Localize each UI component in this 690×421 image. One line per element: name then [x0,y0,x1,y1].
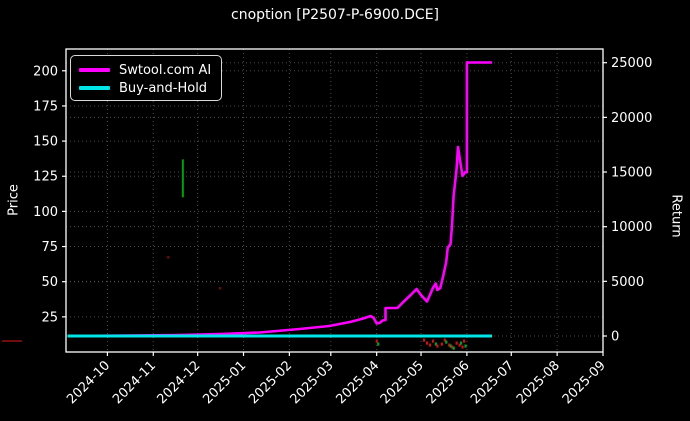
trade-mark-red [448,343,451,347]
legend-item-strategy: Swtool.com AI [79,61,213,79]
x-tick-label: 2024-10 [64,358,113,407]
x-tick-label: 2025-06 [424,358,473,407]
trade-mark-green [452,346,455,350]
x-tick-label: 2025-01 [200,358,249,407]
x-tick-label: 2025-05 [378,358,427,407]
trade-mark-green [449,344,452,348]
right-tick-label: 25000 [611,56,652,71]
trade-mark-red [428,343,432,347]
legend-label-strategy: Swtool.com AI [119,62,212,78]
trade-mark-green [445,340,448,344]
right-tick-label: 5000 [611,275,644,290]
legend-item-buyhold: Buy-and-Hold [79,79,213,97]
trade-mark-red [461,345,464,349]
buyhold-line-swatch [79,86,110,90]
right-tick-label: 10000 [611,220,652,235]
left-tick-label: 125 [33,170,58,185]
x-tick-label: 2025-07 [468,358,517,407]
right-tick-label: 15000 [611,166,652,181]
trade-mark-red [423,338,426,342]
x-tick-label: 2025-03 [288,358,337,407]
trade-mark-red [425,341,429,345]
x-tick-label: 2024-11 [110,358,159,407]
left-tick-label: 200 [33,64,58,79]
trade-mark-red [431,339,435,343]
render-artifact-dash [2,340,22,342]
left-tick-label: 25 [41,310,58,325]
left-tick-label: 175 [33,99,58,114]
trade-mark-red [375,339,378,343]
trade-mark-red [440,342,443,346]
trade-mark-green [434,342,438,346]
right-tick-label: 20000 [611,111,652,126]
trade-mark-green [464,344,467,348]
x-tick-label: 2024-12 [154,358,203,407]
strategy-return-line [67,61,492,338]
x-tick-label: 2025-04 [333,358,382,407]
x-tick-label: 2025-09 [560,358,609,407]
left-tick-label: 150 [33,135,58,150]
right-tick-label: 0 [611,329,619,344]
x-tick-label: 2025-02 [246,358,295,407]
left-tick-label: 100 [33,205,58,220]
left-tick-label: 50 [41,275,58,290]
trade-mark-red [455,341,458,345]
plot-border [65,48,604,353]
strategy-line-swatch [79,68,110,72]
trade-mark-green [459,341,463,345]
legend-label-buyhold: Buy-and-Hold [119,80,208,96]
trade-mark-red [451,345,454,349]
faint-dot [218,287,222,290]
trade-mark-red [443,338,446,342]
trade-mark-red [458,343,461,347]
chart-title: cnoption [P2507-P-6900.DCE] [230,7,440,23]
trade-mark-red [436,344,439,348]
faint-dot [167,256,170,259]
x-tick-label: 2025-08 [514,358,563,407]
legend: Swtool.com AI Buy-and-Hold [70,55,222,101]
left-tick-label: 75 [41,240,58,255]
trade-mark-red [462,339,466,343]
trade-mark-green [377,342,380,346]
